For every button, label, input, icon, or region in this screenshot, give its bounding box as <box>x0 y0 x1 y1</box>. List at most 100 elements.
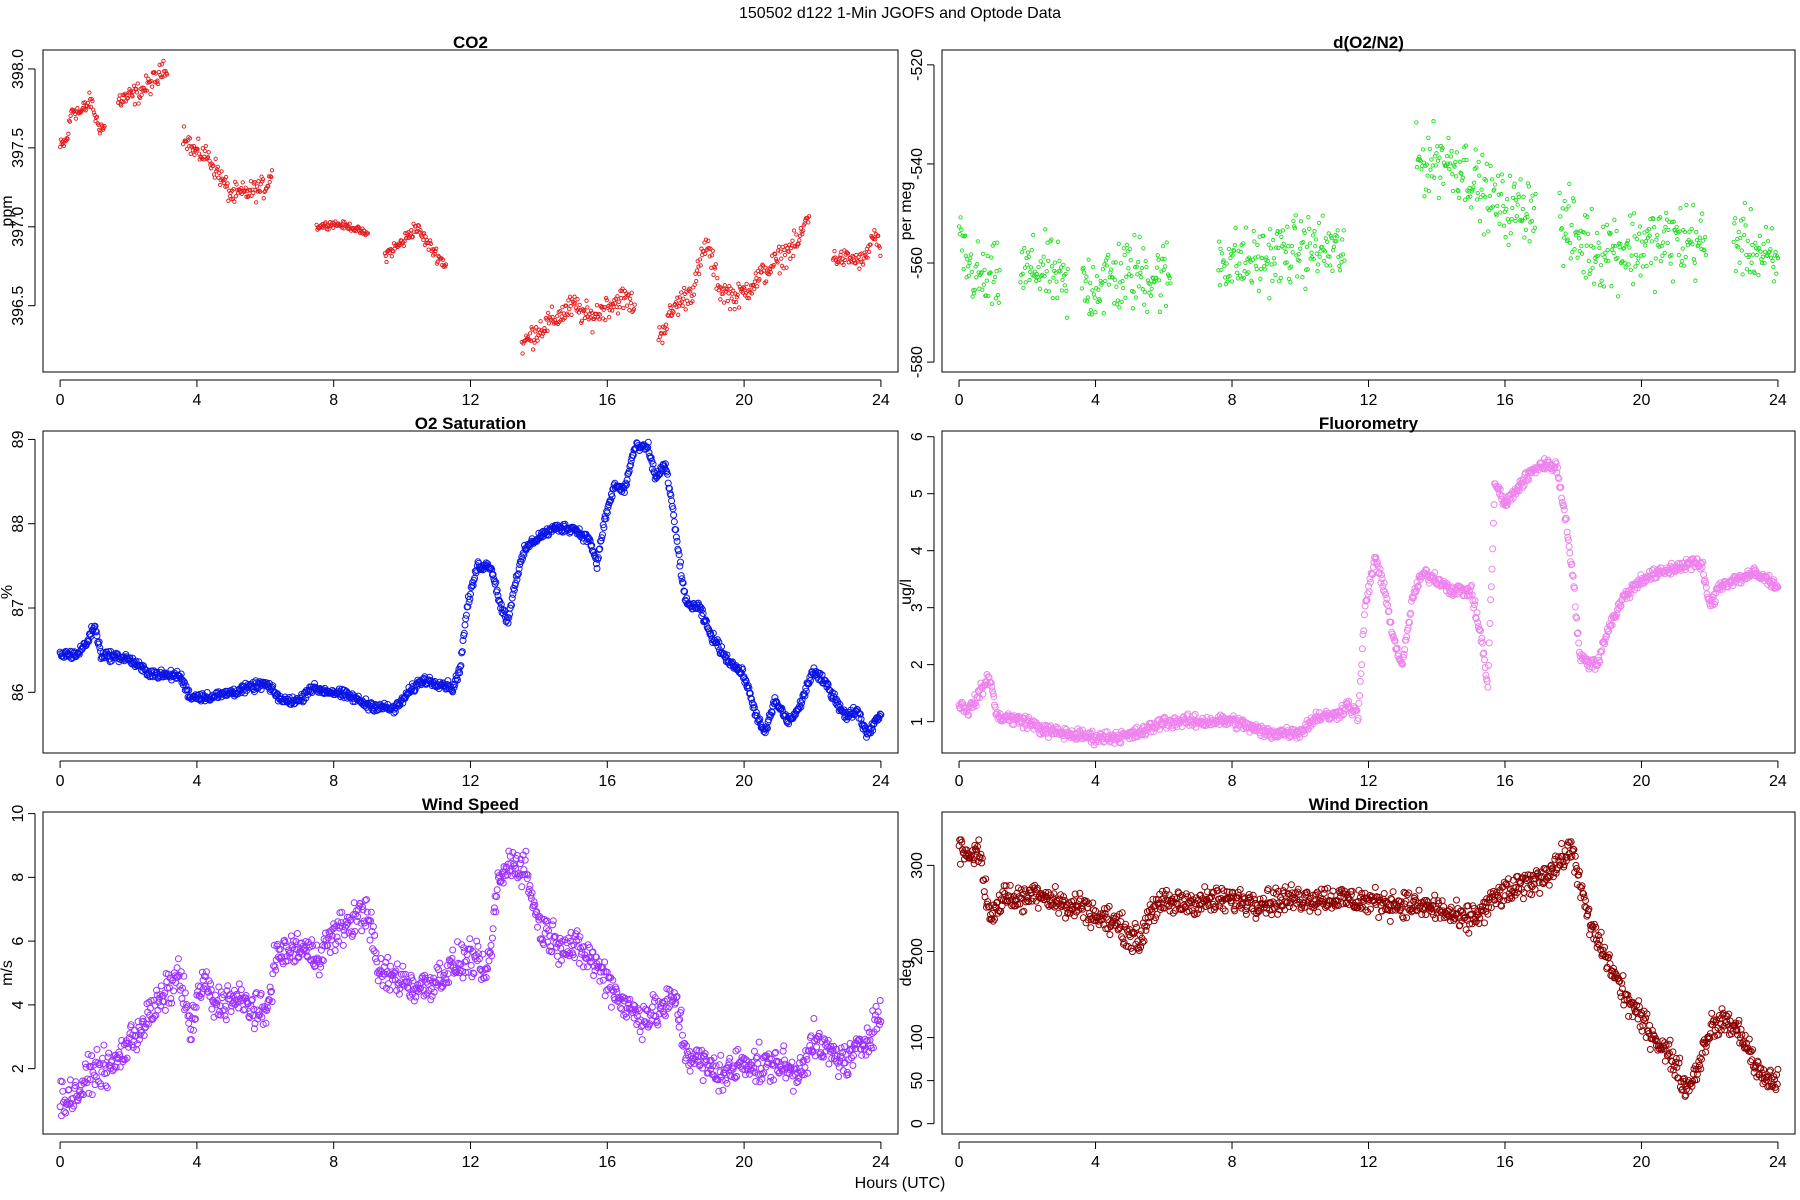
data-point <box>1768 247 1773 252</box>
data-point <box>1138 270 1143 275</box>
data-point <box>410 997 418 1005</box>
data-point <box>1579 251 1585 256</box>
data-point <box>514 570 522 578</box>
data-point <box>1601 635 1609 643</box>
data-point <box>569 312 574 317</box>
data-point <box>64 136 70 141</box>
data-point <box>1627 213 1633 218</box>
data-point <box>776 248 781 253</box>
data-point <box>1219 251 1225 256</box>
data-point <box>1599 278 1604 283</box>
data-point <box>440 257 446 262</box>
data-point <box>72 1078 80 1086</box>
data-point <box>1513 198 1519 203</box>
data-point <box>788 256 793 261</box>
data-point <box>203 143 208 149</box>
data-point <box>1137 234 1142 240</box>
data-point <box>1586 663 1594 671</box>
data-point <box>798 699 806 707</box>
data-point <box>1503 235 1508 240</box>
data-point <box>448 687 456 695</box>
data-point <box>1040 729 1048 737</box>
data-point <box>1661 229 1667 234</box>
data-point <box>266 183 271 189</box>
data-point <box>1445 161 1450 166</box>
data-point <box>1296 733 1304 741</box>
data-point <box>988 270 993 275</box>
data-point <box>1603 250 1608 255</box>
data-point <box>1432 175 1437 180</box>
data-point <box>384 953 392 961</box>
data-point <box>988 683 996 691</box>
data-point <box>1064 315 1070 320</box>
data-point <box>1703 234 1708 240</box>
data-point <box>1298 219 1304 224</box>
data-point <box>444 677 452 685</box>
data-point <box>1150 728 1157 736</box>
data-point <box>1670 279 1676 284</box>
data-point <box>1732 221 1737 226</box>
data-point <box>1575 255 1580 260</box>
data-point <box>1738 235 1743 241</box>
data-point <box>508 601 515 609</box>
data-point <box>533 329 538 334</box>
data-point <box>1140 287 1145 292</box>
data-point <box>996 300 1001 305</box>
data-point <box>1403 633 1411 641</box>
data-point <box>959 227 964 232</box>
data-point <box>1767 249 1772 255</box>
data-point <box>1612 613 1620 621</box>
data-point <box>791 711 799 719</box>
data-point <box>1520 481 1528 489</box>
data-point <box>1407 609 1415 617</box>
data-point <box>1749 260 1754 265</box>
data-point <box>188 151 193 156</box>
data-point <box>657 325 662 330</box>
data-point <box>993 296 998 301</box>
points-o2sat <box>56 438 885 741</box>
data-point <box>1379 582 1387 590</box>
data-point <box>233 194 239 199</box>
data-point <box>492 578 500 586</box>
data-point <box>841 262 846 267</box>
data-point <box>1302 230 1307 236</box>
data-point <box>755 284 760 289</box>
data-point <box>577 530 585 538</box>
data-point <box>590 330 595 335</box>
data-point <box>134 90 140 95</box>
data-point <box>1750 242 1755 248</box>
data-point <box>801 692 809 700</box>
data-point <box>1699 558 1707 566</box>
data-point <box>790 238 795 243</box>
data-point <box>712 266 718 271</box>
y-tick-label-fluor: 3 <box>909 603 926 612</box>
data-point <box>1163 264 1168 269</box>
data-point <box>1447 167 1452 172</box>
data-point <box>512 579 520 587</box>
data-point <box>675 551 683 559</box>
data-point <box>1218 246 1223 252</box>
data-point <box>1696 243 1701 248</box>
data-point <box>1303 286 1308 291</box>
data-point <box>1265 258 1271 264</box>
x-tick-label-do2n2: 12 <box>1360 392 1378 409</box>
data-point <box>549 304 555 309</box>
data-point <box>764 279 769 284</box>
ylabel-fluor: ug/l <box>898 579 915 605</box>
y-tick-label-do2n2: -540 <box>909 148 926 180</box>
data-point <box>1571 199 1576 204</box>
data-point <box>1228 255 1233 261</box>
data-point <box>725 298 730 304</box>
data-point <box>746 296 752 301</box>
data-point <box>1258 276 1263 281</box>
data-point <box>1265 261 1270 266</box>
data-point <box>1674 224 1679 230</box>
data-point <box>1756 273 1761 278</box>
data-point <box>681 296 686 301</box>
data-point <box>426 673 433 681</box>
data-point <box>1278 275 1283 281</box>
data-point <box>667 491 675 499</box>
data-point <box>782 247 787 253</box>
data-point <box>1638 273 1643 278</box>
